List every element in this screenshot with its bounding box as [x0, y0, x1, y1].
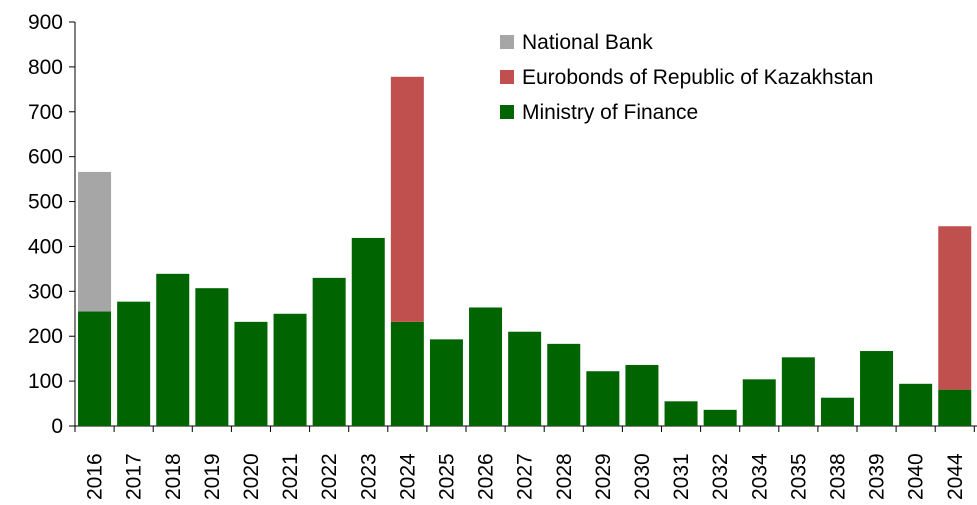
legend-swatch: [500, 35, 514, 49]
bar-2026-ministry-of-finance: Ministry of Finance 2026: 264: [469, 307, 503, 426]
bar-2030-ministry-of-finance: Ministry of Finance 2030: 136: [625, 364, 659, 426]
x-tick-label: 2038: [826, 453, 849, 500]
y-tick-label: 900: [28, 11, 63, 34]
legend-swatch: [500, 105, 514, 119]
bar-2038-ministry-of-finance: Ministry of Finance 2038: 63: [820, 397, 854, 426]
x-tick-label: 2026: [475, 453, 498, 500]
y-tick-label: 300: [28, 280, 63, 303]
x-tick-label: 2027: [514, 453, 537, 500]
legend-label: Ministry of Finance: [522, 101, 698, 124]
x-tick-label: 2021: [279, 453, 302, 500]
x-tick-label: 2030: [631, 453, 654, 500]
bar-2035-ministry-of-finance: Ministry of Finance 2035: 153: [781, 357, 815, 426]
legend-label: National Bank: [522, 31, 653, 54]
y-tick-label: 500: [28, 191, 63, 214]
bar-2017-ministry-of-finance: Ministry of Finance 2017: 277: [117, 301, 151, 426]
bar-2044-ministry-of-finance: Ministry of Finance 2044: 81: [938, 389, 972, 426]
y-tick-label: 800: [28, 56, 63, 79]
bar-2024-ministry-of-finance: Ministry of Finance 2024: 232: [390, 321, 424, 426]
x-tick-label: 2025: [435, 453, 458, 500]
legend-swatch: [500, 70, 514, 84]
y-tick-label: 700: [28, 101, 63, 124]
x-tick-label: 2016: [84, 453, 107, 500]
x-tick-label: 2018: [162, 453, 185, 500]
bar-2016-ministry-of-finance: Ministry of Finance 2016: 255: [78, 311, 112, 426]
x-tick-label: 2032: [709, 453, 732, 500]
y-tick-label: 100: [28, 370, 63, 393]
y-tick-label: 200: [28, 325, 63, 348]
bar-2021-ministry-of-finance: Ministry of Finance 2021: 250: [273, 313, 307, 426]
bar-2019-ministry-of-finance: Ministry of Finance 2019: 307: [195, 288, 229, 426]
bar-2025-ministry-of-finance: Ministry of Finance 2025: 193: [429, 339, 463, 426]
x-tick-label: 2035: [787, 453, 810, 500]
x-tick-label: 2022: [318, 453, 341, 500]
bar-2034-ministry-of-finance: Ministry of Finance 2034: 104: [742, 379, 776, 426]
bar-2016-national-bank: National Bank 2016: 311: [78, 171, 112, 312]
x-tick-label: 2019: [201, 453, 224, 500]
bar-2039-ministry-of-finance: Ministry of Finance 2039: 167: [860, 351, 894, 426]
x-tick-label: 2028: [553, 453, 576, 500]
legend-label: Eurobonds of Republic of Kazakhstan: [522, 66, 873, 89]
bar-2018-ministry-of-finance: Ministry of Finance 2018: 339: [156, 273, 190, 426]
x-tick-label: 2020: [240, 453, 263, 500]
x-tick-label: 2029: [592, 453, 615, 500]
bar-2023-ministry-of-finance: Ministry of Finance 2023: 419: [351, 237, 385, 426]
y-tick-label: 600: [28, 146, 63, 169]
x-tick-label: 2023: [357, 453, 380, 500]
bar-2044-eurobonds-of-republic-of-kazakhstan: Eurobonds of Republic of Kazakhstan 2044…: [938, 226, 972, 390]
x-tick-label: 2040: [905, 453, 928, 500]
bar-2029-ministry-of-finance: Ministry of Finance 2029: 122: [586, 371, 620, 426]
x-tick-label: 2024: [396, 453, 419, 500]
bar-2028-ministry-of-finance: Ministry of Finance 2028: 183: [547, 343, 581, 426]
x-tick-label: 2044: [944, 453, 967, 500]
y-tick-label: 0: [51, 415, 63, 438]
bar-2027-ministry-of-finance: Ministry of Finance 2027: 210: [508, 331, 542, 426]
y-axis: 0 100 200 300 400 500 600 700 800 900: [28, 11, 76, 438]
bars: Ministry of Finance 2016: 255National Ba…: [78, 76, 972, 426]
x-tick-label: 2031: [670, 453, 693, 500]
legend: National Bank Eurobonds of Republic of Ka…: [500, 31, 873, 124]
bar-2031-ministry-of-finance: Ministry of Finance 2031: 55: [664, 401, 698, 426]
x-axis: 2016 2017 2018 2019 2020 2021 2022 2023 2024 2025…: [74, 425, 977, 500]
bar-2040-ministry-of-finance: Ministry of Finance 2040: 94: [899, 383, 933, 426]
x-tick-label: 2039: [866, 453, 889, 500]
y-tick-label: 400: [28, 235, 63, 258]
x-tick-label: 2017: [123, 453, 146, 500]
bar-2024-eurobonds-of-republic-of-kazakhstan: Eurobonds of Republic of Kazakhstan 2024…: [390, 76, 424, 322]
x-tick-label: 2034: [748, 453, 771, 500]
bar-2032-ministry-of-finance: Ministry of Finance 2032: 36: [703, 409, 737, 426]
bar-2022-ministry-of-finance: Ministry of Finance 2022: 330: [312, 277, 346, 426]
bar-2020-ministry-of-finance: Ministry of Finance 2020: 232: [234, 321, 268, 426]
